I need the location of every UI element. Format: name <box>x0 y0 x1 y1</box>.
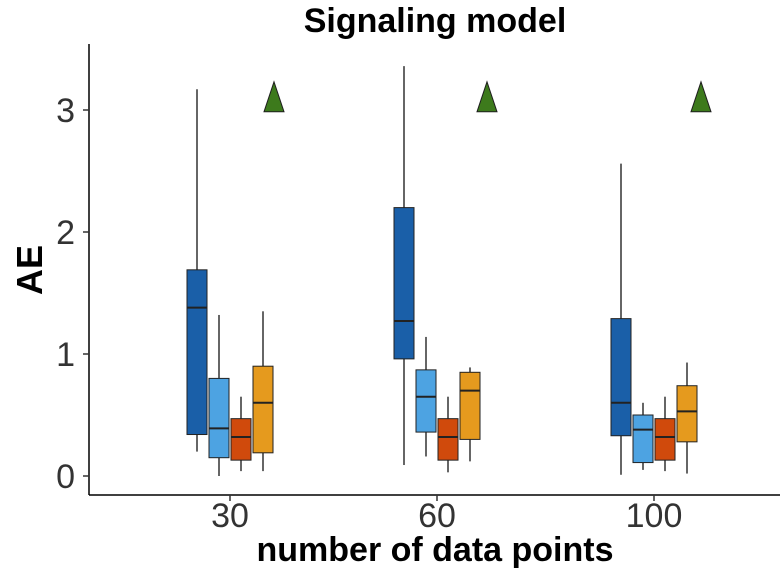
box-group <box>230 396 252 472</box>
box <box>415 369 437 433</box>
box <box>230 418 252 461</box>
markers <box>263 80 712 113</box>
box <box>632 414 654 464</box>
box-group <box>186 89 208 452</box>
box-group <box>676 362 698 474</box>
box-group <box>632 402 654 470</box>
x-ticks: 30 60 100 <box>211 495 682 535</box>
box-group <box>610 163 632 475</box>
box-group <box>437 396 459 473</box>
triangle-marker <box>263 80 285 113</box>
y-axis-label: AE <box>9 245 50 295</box>
box-group <box>654 396 676 472</box>
box <box>610 318 632 437</box>
x-tick-label: 100 <box>626 497 683 535</box>
box-group <box>252 311 274 472</box>
box <box>186 269 208 436</box>
x-axis-label: number of data points <box>257 531 614 569</box>
chart-title: Signaling model <box>304 2 567 40</box>
box-group <box>415 336 437 457</box>
y-tick-label: 2 <box>56 214 75 252</box>
y-ticks: 0 1 2 3 <box>56 92 89 496</box>
y-tick-label: 1 <box>56 336 75 374</box>
triangle-marker <box>690 80 712 113</box>
boxes <box>186 66 698 476</box>
box <box>654 418 676 461</box>
y-tick-label: 3 <box>56 92 75 130</box>
triangle-marker <box>476 80 498 113</box>
box <box>393 207 415 360</box>
box <box>252 365 274 454</box>
box-group <box>208 314 230 476</box>
box-group <box>393 66 415 466</box>
axes <box>88 44 780 496</box>
box <box>437 418 459 461</box>
box-group <box>459 367 481 462</box>
box <box>208 377 230 459</box>
box <box>676 385 698 443</box>
x-tick-label: 60 <box>418 497 456 535</box>
box <box>459 371 481 440</box>
x-tick-label: 30 <box>211 497 249 535</box>
y-tick-label: 0 <box>56 458 75 496</box>
